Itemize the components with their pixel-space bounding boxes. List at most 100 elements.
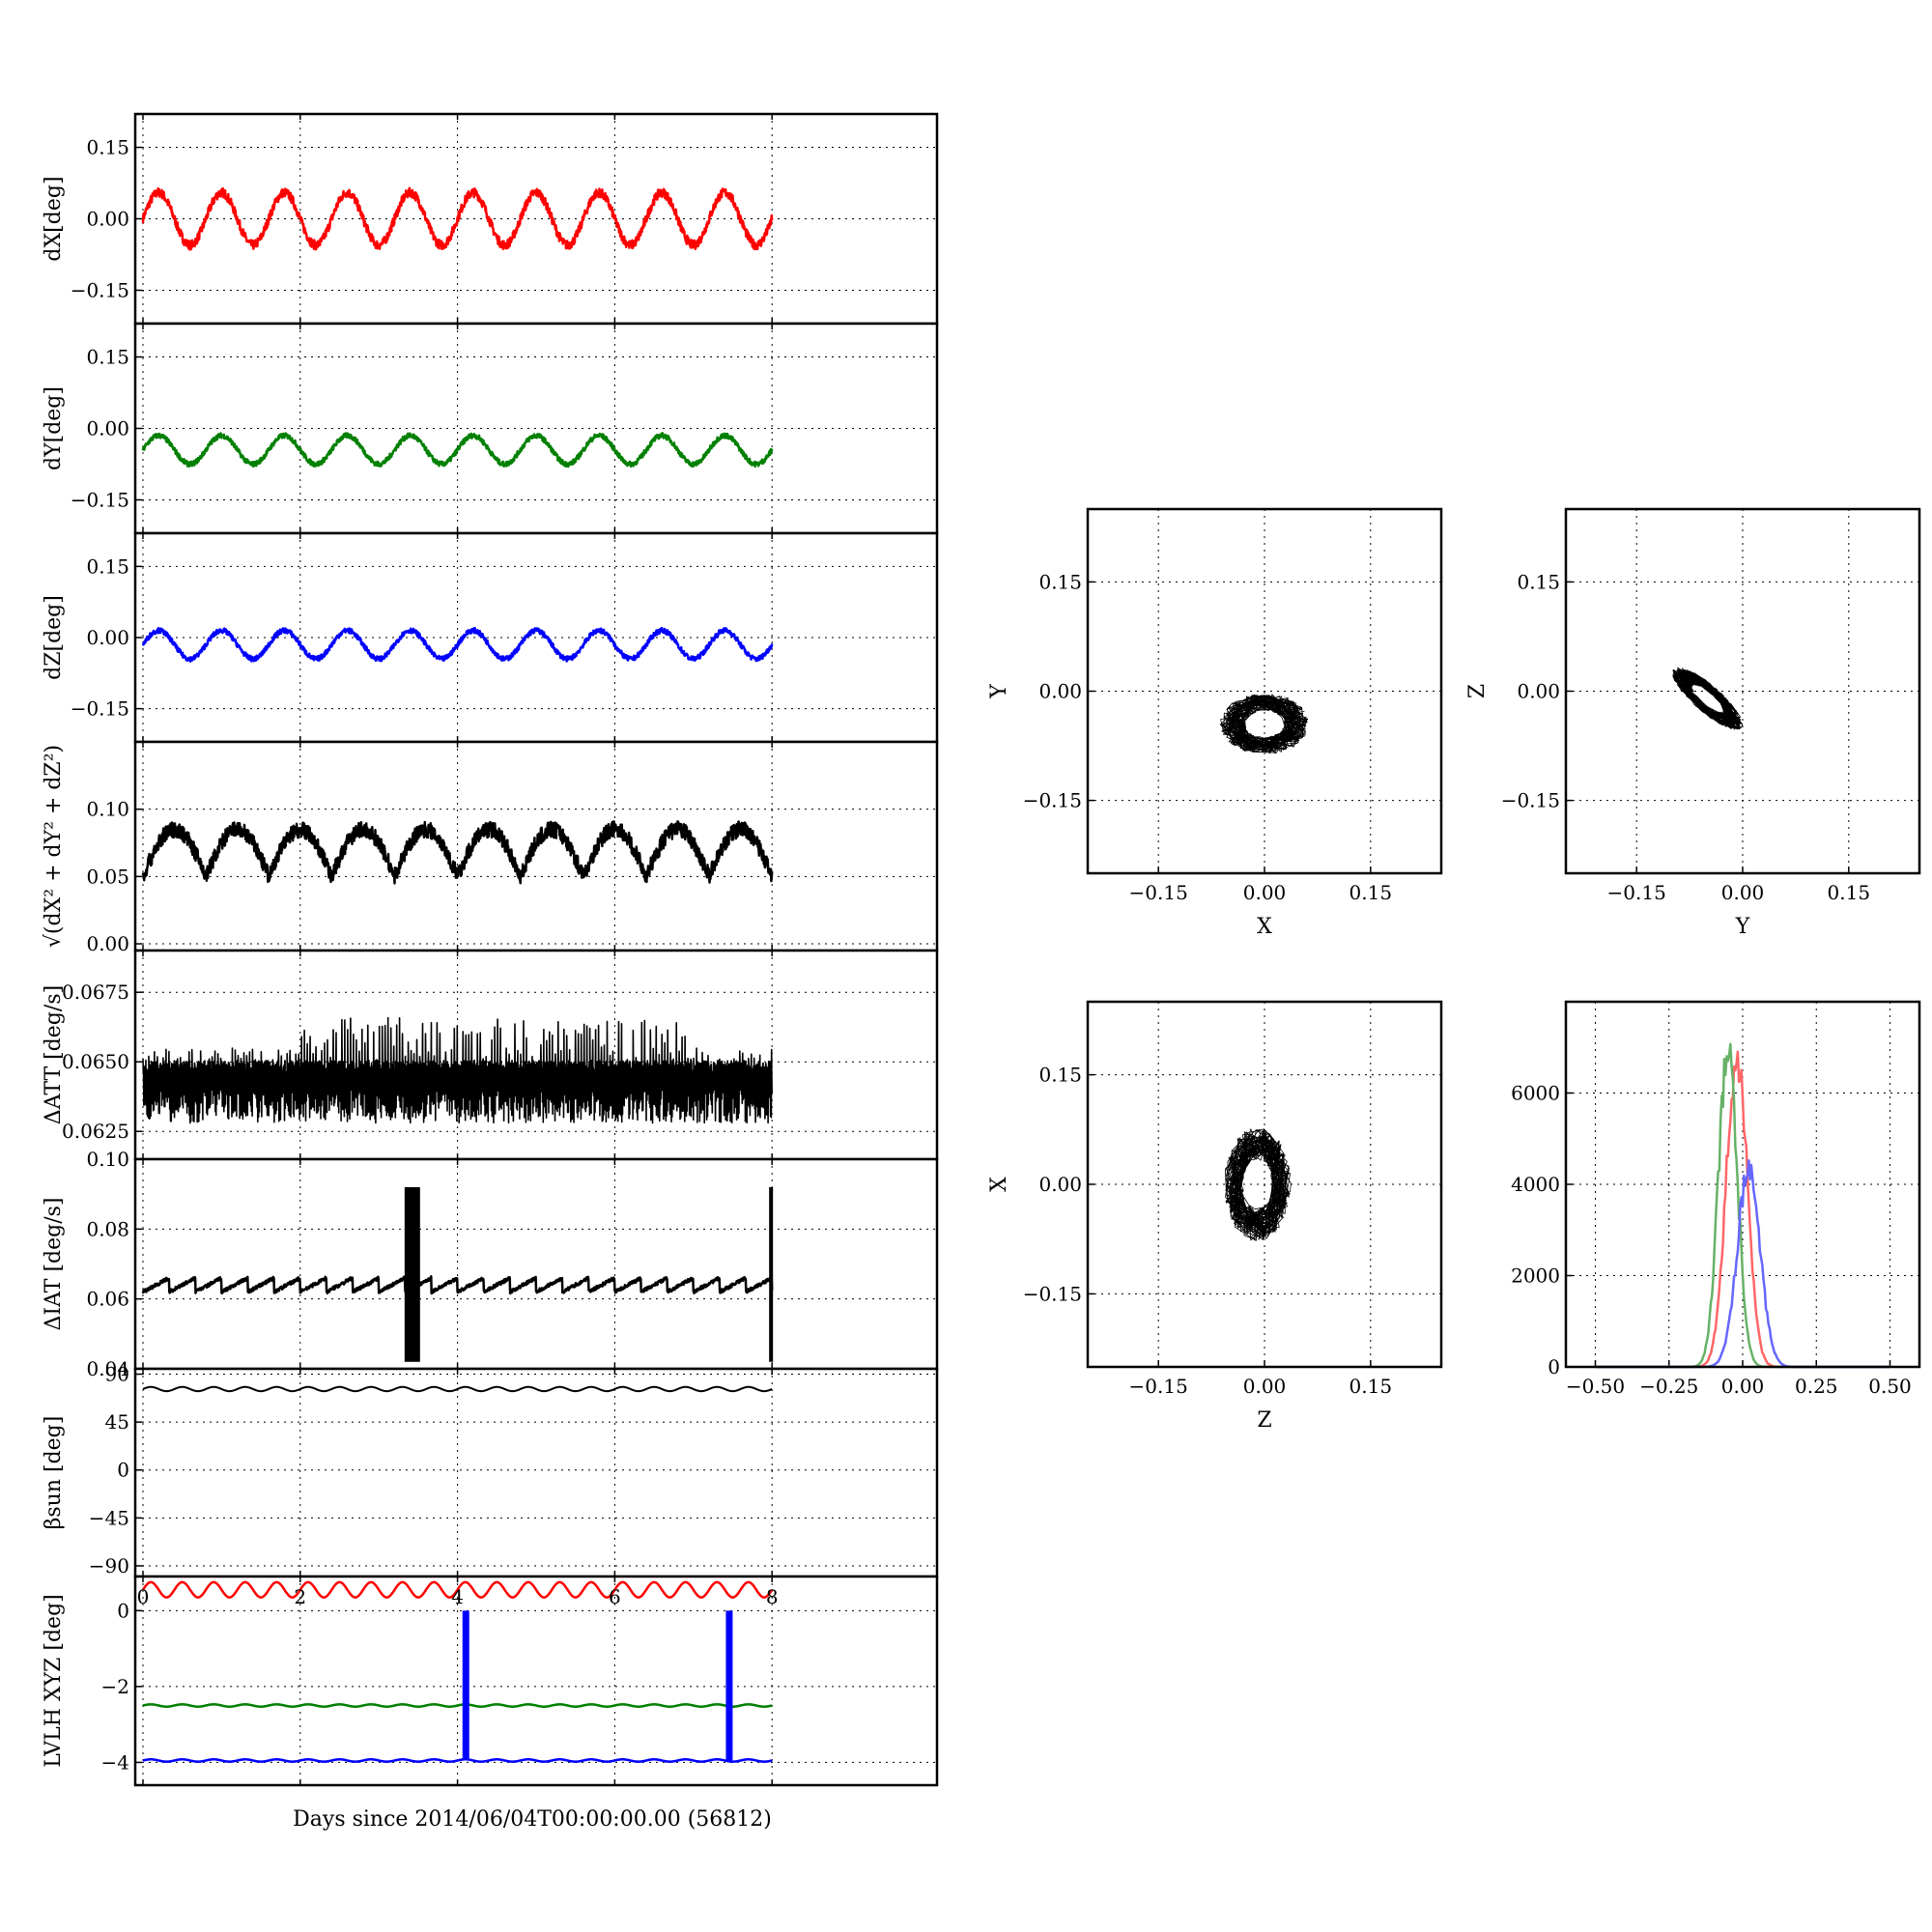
y-tick-label: 0.04 [86,1357,129,1380]
x-tick-label: −0.15 [1129,881,1188,904]
x-tick-label: 0.50 [1868,1375,1912,1398]
x-tick-label: 0.00 [1243,1375,1287,1398]
panel-lvlh: 0 −2 −4 LVLH XYZ [deg] 0 2 4 6 8 [42,1575,939,1787]
y-tick-label: 0.00 [86,417,129,440]
scatter-trace [1225,1128,1292,1241]
y-axis-label: dY[deg] [42,386,66,470]
panel-beta: 90 45 0 −45 −90 βsun [deg] [42,1363,939,1578]
x-tick-label: 6 [609,1585,621,1608]
x-tick-label: −0.15 [1607,881,1666,904]
y-tick-label: −4 [101,1750,129,1774]
data-line [142,1016,773,1124]
y-tick-label: 6000 [1511,1082,1560,1105]
y-tick-label: 0.15 [86,554,129,578]
x-tick-label: 0.15 [1350,1375,1393,1398]
plot-border [1564,1000,1921,1369]
y-tick-label: −2 [101,1675,129,1698]
y-tick-label: −0.15 [1501,789,1560,812]
jump-mark [462,1610,469,1761]
y-tick-label: 0.15 [86,346,129,369]
x-tick-label: 4 [451,1585,464,1608]
plot-area [135,1159,937,1369]
y-tick-label: 90 [105,1363,129,1386]
y-tick-label: 0 [117,1599,129,1622]
x-tick-label: −0.15 [1129,1375,1188,1398]
y-tick-label: 0.0625 [62,1120,129,1143]
x-tick-label: 0.00 [1721,1375,1765,1398]
panel-diat: 0.10 0.08 0.06 0.04 ΔIAT [deg/s] [42,1148,939,1380]
y-tick-label: −0.15 [1023,789,1082,812]
y-axis-label: LVLH XYZ [deg] [42,1594,66,1768]
y-axis-label: βsun [deg] [42,1416,66,1530]
y-tick-label: −90 [89,1554,129,1577]
y-tick-label: 0.08 [86,1217,129,1240]
y-tick-label: 0.00 [1038,680,1082,703]
y-tick-label: 0.10 [86,1148,129,1171]
y-tick-label: 0.0650 [62,1050,129,1073]
data-line [142,1385,773,1393]
y-tick-label: 2000 [1511,1264,1560,1288]
y-axis-label: √(dX² + dY² + dZ²) [42,745,66,948]
x-axis-label: Z [1257,1408,1271,1433]
panel-scatter-yz: 0.15 0.00 −0.15 −0.15 0.00 0.15 Y Z [1465,507,1921,939]
y-tick-label: 0.10 [86,798,129,821]
jump-mark [725,1610,733,1761]
series-2-line [142,1758,774,1763]
y-tick-label: −45 [89,1506,129,1529]
plot-border [133,1575,939,1787]
y-axis-label: dX[deg] [42,176,66,261]
scatter-trace [1672,667,1744,730]
panel-hist: 6000 4000 2000 0 −0.50 −0.25 0.00 0.25 0.50 [1511,1000,1921,1398]
panel-rss: 0.10 0.05 0.00 √(dX² + dY² + dZ²) [42,740,939,955]
panel-scatter-xy: 0.15 0.00 −0.15 −0.15 0.00 0.15 X Y [987,507,1443,939]
x-tick-label: 0.15 [1350,881,1393,904]
x-tick-label: 0.00 [1721,881,1765,904]
x-axis-label: Y [1735,915,1750,939]
scatter-trace [1219,694,1309,754]
y-tick-label: 0.00 [86,626,129,649]
y-tick-label: 0.15 [86,136,129,159]
y-tick-label: 0 [1548,1355,1560,1378]
y-tick-label: 0.15 [1038,570,1082,593]
data-line [141,626,774,663]
series-0-line [141,1580,774,1599]
plot-border [1086,507,1443,875]
y-tick-label: −0.15 [1023,1282,1082,1305]
x-tick-label: −0.25 [1639,1375,1698,1398]
chart-panels: 0.150.00−0.15dX[deg]0.150.00−0.15dY[deg]… [42,112,1921,1787]
y-tick-label: 0 [117,1459,129,1482]
y-tick-label: 0.06 [86,1288,129,1311]
y-axis-label: X [987,1177,1011,1192]
y-tick-label: 0.00 [1038,1173,1082,1196]
y-tick-label: 0.00 [86,932,129,955]
y-axis-label: ΔIAT [deg/s] [42,1198,66,1331]
data-line [141,820,774,885]
plot-border [1564,507,1921,875]
y-tick-label: 0.00 [86,208,129,231]
x-tick-label: 2 [294,1585,306,1608]
x-tick-label: 8 [766,1585,779,1608]
data-line [141,432,774,469]
data-line [141,1275,774,1295]
y-tick-label: 4000 [1511,1173,1560,1196]
y-tick-label: 45 [105,1410,129,1434]
plot-area [135,1369,937,1577]
y-tick-label: −0.15 [71,697,129,721]
x-axis-label: X [1257,915,1272,939]
plot-area [135,951,937,1159]
panel-scatter-zx: 0.15 0.00 −0.15 −0.15 0.00 0.15 Z X [987,1000,1443,1433]
plot-border [1086,1000,1443,1369]
x-tick-label: −0.50 [1566,1375,1625,1398]
y-axis-label: dZ[deg] [42,595,66,680]
x-tick-label: 0.00 [1243,881,1287,904]
y-tick-label: −0.15 [71,488,129,511]
y-axis-label: Y [987,684,1011,699]
y-tick-label: 0.00 [1517,680,1560,703]
series-1-line [142,1703,774,1708]
burst-mark [769,1186,774,1362]
plot-area [135,1577,937,1785]
